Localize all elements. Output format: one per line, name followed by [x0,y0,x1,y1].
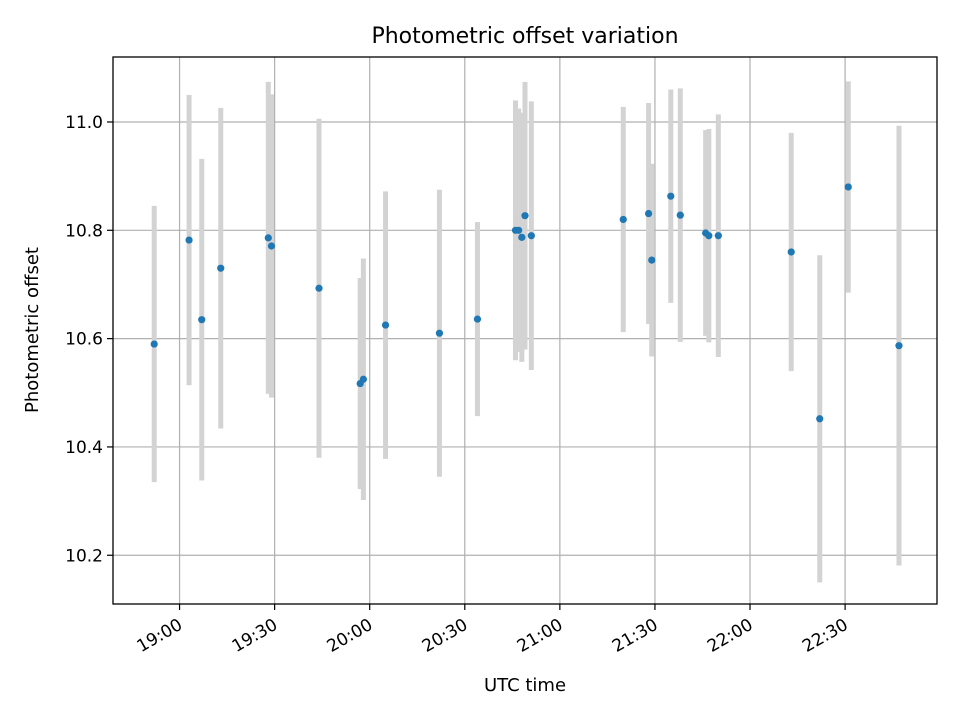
data-point [705,232,713,240]
data-point [518,233,526,241]
data-points [150,183,903,423]
data-point [816,415,824,423]
data-point [714,232,722,240]
x-axis-label: UTC time [484,675,566,696]
y-axis-ticks: 10.2 10.4 10.6 10.8 11.0 [65,113,113,566]
y-tick-label: 10.2 [65,546,103,566]
data-point [619,215,627,224]
data-point [381,321,390,329]
y-tick-label: 11.0 [65,113,103,133]
data-point [527,232,535,240]
y-tick-label: 10.4 [65,438,103,458]
data-point [895,342,903,350]
data-point [645,209,653,218]
data-point [217,264,225,272]
y-axis-label: Photometric offset [22,247,43,413]
plot-frame [112,56,938,605]
chart-title: Photometric offset variation [371,24,678,49]
data-point [473,315,482,323]
data-point [435,329,444,337]
data-point [667,192,675,200]
data-point [359,375,367,383]
data-point [264,234,272,242]
data-point [676,211,684,219]
data-point [267,242,276,250]
data-point [315,284,323,292]
data-point [198,316,206,324]
data-point [844,183,852,191]
data-point [150,340,158,348]
data-point [648,256,656,264]
y-tick-label: 10.8 [65,221,103,241]
y-tick-label: 10.6 [65,330,103,350]
data-point [185,236,193,244]
data-point [787,248,795,256]
data-point [521,212,529,220]
data-point [515,226,523,234]
